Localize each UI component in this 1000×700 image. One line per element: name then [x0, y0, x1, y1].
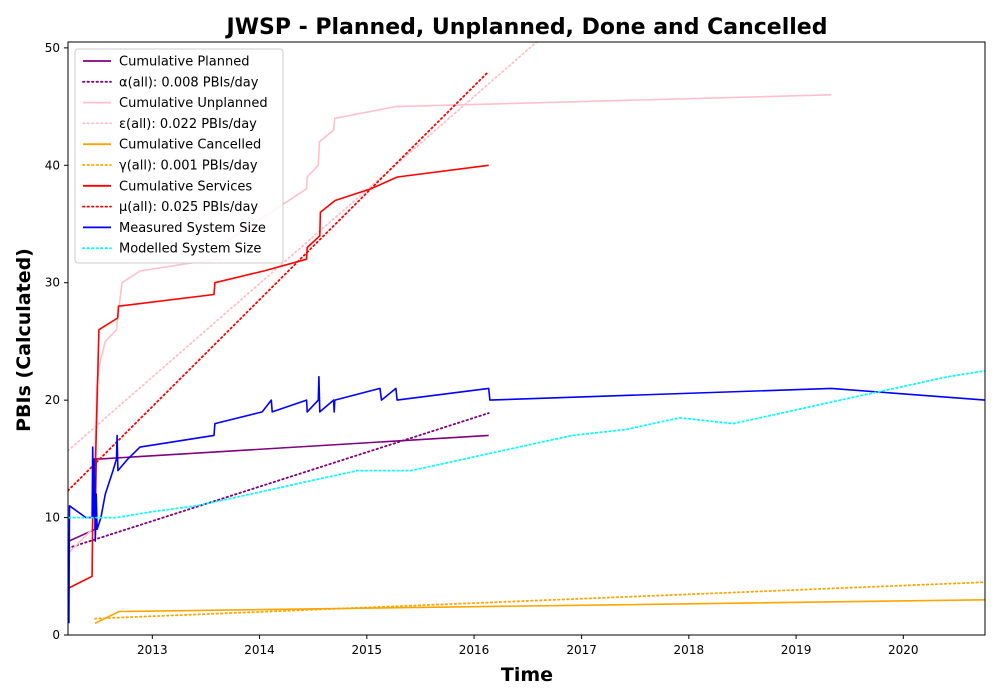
- x-axis: 2013 2014 2015 2016 2017 2018 2019 2020: [137, 635, 919, 657]
- y-tick-label: 40: [45, 158, 60, 172]
- series-line-cumulative-services: [68, 164, 489, 589]
- series-layer: [68, 42, 985, 625]
- plot-frame: [67, 41, 986, 636]
- y-tick-label: 10: [45, 511, 60, 525]
- x-axis-label: Time: [501, 664, 553, 686]
- series-line-modelled-system-size: [68, 369, 985, 519]
- x-tick-label: 2016: [459, 643, 490, 657]
- y-axis: 0 10 20 30 40 50: [45, 41, 68, 642]
- legend-label: ε(all): 0.022 PBIs/day: [119, 117, 257, 132]
- x-tick-label: 2020: [888, 643, 919, 657]
- legend-label: Cumulative Planned: [119, 55, 249, 70]
- y-tick-label: 20: [45, 393, 60, 407]
- series-line-all-0-022-pbis-day: [68, 42, 538, 452]
- legend-box: [74, 48, 284, 264]
- series-line-all-0-025-pbis-day: [68, 70, 490, 492]
- series-line-all-0-001-pbis-day: [94, 581, 985, 620]
- legend-label: γ(all): 0.001 PBIs/day: [119, 159, 258, 174]
- x-tick-label: 2018: [674, 643, 705, 657]
- legend-label: Cumulative Services: [119, 179, 252, 194]
- y-tick-label: 0: [52, 628, 60, 642]
- x-tick-label: 2015: [352, 643, 383, 657]
- series-line-all-0-008-pbis-day: [68, 412, 490, 549]
- x-tick-label: 2017: [566, 643, 597, 657]
- legend-label: Cumulative Cancelled: [119, 138, 261, 153]
- legend-label: Modelled System Size: [119, 242, 261, 257]
- series-line-measured-system-size: [68, 375, 985, 624]
- chart-title: JWSP - Planned, Unplanned, Done and Canc…: [225, 15, 828, 40]
- legend-label: Measured System Size: [119, 221, 266, 236]
- x-tick-label: 2014: [244, 643, 275, 657]
- y-axis-label: PBIs (Calculated): [13, 248, 35, 432]
- legend-label: μ(all): 0.025 PBIs/day: [119, 200, 258, 215]
- x-tick-label: 2019: [781, 643, 812, 657]
- x-tick-label: 2013: [137, 643, 168, 657]
- series-line-cumulative-cancelled: [94, 599, 985, 625]
- legend-label: Cumulative Unplanned: [119, 96, 268, 111]
- y-tick-label: 30: [45, 276, 60, 290]
- legend: Cumulative Planned α(all): 0.008 PBIs/day…: [74, 48, 284, 264]
- y-tick-label: 50: [45, 41, 60, 55]
- legend-label: α(all): 0.008 PBIs/day: [119, 75, 259, 90]
